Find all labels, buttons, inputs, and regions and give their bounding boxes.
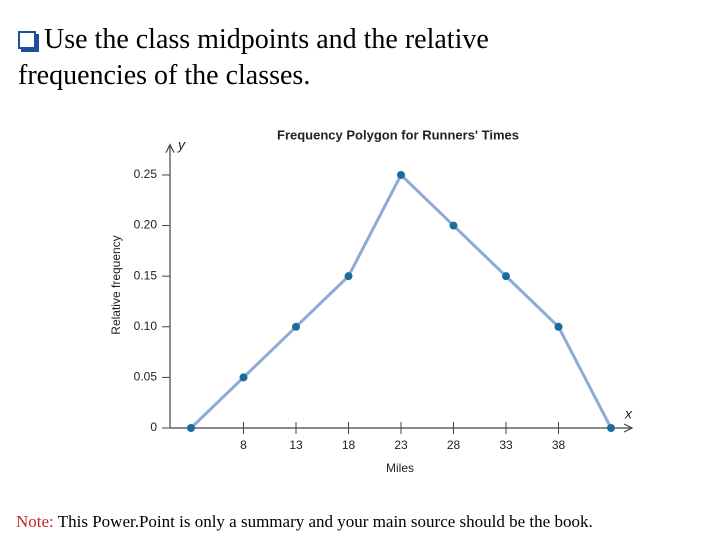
y-tick-label: 0.10 (134, 319, 158, 333)
data-line (189, 172, 613, 430)
y-tick-label: 0 (150, 420, 157, 434)
x-axis-symbol: x (624, 406, 633, 422)
bullet-icon (18, 31, 36, 49)
data-point (502, 272, 510, 281)
note-text: This Power.Point is only a summary and y… (57, 512, 593, 531)
chart: Frequency Polygon for Runners' Times Mil… (109, 127, 634, 475)
y-axis-arrow (165, 143, 175, 153)
data-point (554, 322, 563, 331)
y-tick-label: 0.25 (134, 167, 158, 181)
data-point (292, 322, 300, 331)
y-axis-label: Relative frequency (109, 235, 123, 334)
data-point (397, 170, 405, 179)
x-tick-label: 8 (240, 438, 247, 452)
y-axis-symbol: y (177, 137, 186, 153)
heading: Use the class midpoints and the relative… (18, 22, 618, 94)
x-tick-label: 33 (499, 438, 513, 452)
y-tick-label: 0.20 (134, 218, 158, 232)
data-point (607, 424, 615, 432)
note-label: Note: (16, 512, 54, 531)
x-tick-label: 18 (342, 438, 356, 452)
data-point (344, 272, 353, 281)
x-axis-arrow (623, 423, 634, 433)
data-point (239, 373, 248, 382)
data-point (449, 221, 458, 230)
y-tick-label: 0.05 (134, 370, 158, 384)
data-point (187, 424, 195, 432)
note: Note: This Power.Point is only a summary… (16, 512, 593, 532)
x-tick-label: 13 (289, 438, 303, 452)
x-tick-label: 23 (394, 438, 408, 452)
x-axis-label: Miles (386, 461, 414, 475)
x-tick-label: 38 (552, 438, 566, 452)
chart-title: Frequency Polygon for Runners' Times (277, 127, 519, 142)
heading-text: Use the class midpoints and the relative… (18, 24, 489, 91)
x-tick-label: 28 (447, 438, 461, 452)
y-tick-label: 0.15 (134, 268, 158, 282)
